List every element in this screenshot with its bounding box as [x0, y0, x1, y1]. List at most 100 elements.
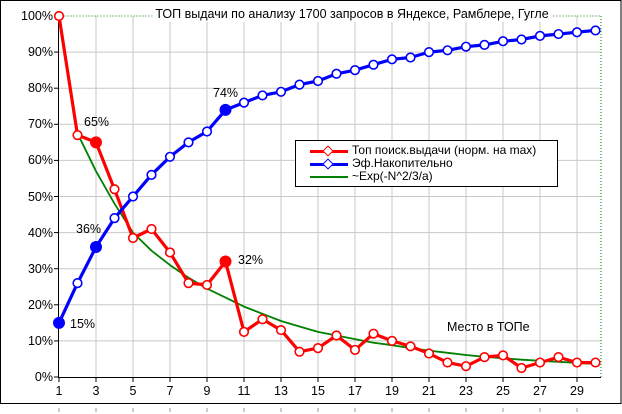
y-axis-label: 90% [27, 45, 53, 60]
x-axis-label: 19 [385, 384, 399, 398]
y-axis-label: 30% [27, 261, 53, 276]
legend: Топ поиск.выдачи (норм. на max) Эф.Накоп… [295, 140, 558, 187]
data-point [164, 247, 176, 258]
y-axis-label: 60% [27, 153, 53, 168]
data-point [331, 68, 342, 79]
legend-label: ~Exp(-N^2/3/a) [352, 169, 433, 183]
data-point [590, 357, 601, 368]
data-point [571, 357, 583, 368]
data-point [257, 314, 268, 325]
data-point [312, 75, 324, 87]
data-point [423, 46, 435, 58]
x-axis-label: 13 [274, 384, 288, 398]
annotation-label: 32% [238, 253, 264, 267]
x-axis-label: 15 [311, 384, 325, 398]
data-point [109, 184, 120, 195]
y-axis-label: 0% [34, 370, 53, 384]
x-axis-label: 17 [348, 384, 362, 398]
data-point [331, 330, 342, 341]
x-axis-label: 5 [129, 384, 137, 398]
y-axis-label: 10% [27, 333, 53, 348]
x-axis-label: 1 [55, 384, 63, 398]
data-point [479, 352, 490, 363]
y-axis-label: 100% [21, 9, 53, 23]
annotation-label: Место в ТОПе [447, 320, 530, 334]
x-axis-label: 23 [459, 384, 473, 398]
data-point [183, 278, 194, 289]
x-axis-label: 9 [203, 384, 211, 398]
legend-label: Топ поиск.выдачи (норм. на max) [352, 143, 537, 157]
data-point [386, 54, 398, 65]
y-axis-label: 70% [27, 117, 53, 132]
data-point [146, 223, 157, 235]
x-axis-label: 11 [237, 384, 251, 398]
data-point [72, 278, 83, 289]
data-point [534, 357, 546, 368]
data-point [349, 65, 361, 76]
y-axis-label: 50% [27, 189, 53, 204]
data-point [53, 10, 65, 22]
data-point [238, 326, 250, 337]
legend-label: Эф.Накопительно [352, 156, 453, 170]
series-line-0 [57, 14, 598, 370]
data-point [164, 151, 176, 162]
data-point [109, 213, 120, 224]
annotation-label: 36% [76, 222, 102, 236]
legend-item-exp-fit: ~Exp(-N^2/3/a) [308, 170, 557, 183]
data-point-emphasized [52, 316, 65, 329]
x-axis-label: 29 [570, 384, 584, 398]
data-point [368, 328, 379, 339]
red-line-diamond-marker-icon [308, 144, 352, 157]
data-point [127, 232, 139, 244]
data-point [497, 350, 509, 361]
data-point [553, 28, 564, 40]
chart-title: ТОП выдачи по анализу 1700 запросов в Ян… [152, 7, 552, 22]
blue-line-diamond-marker-icon [308, 157, 352, 170]
data-point [275, 86, 287, 97]
annotation-label: 15% [70, 317, 96, 331]
legend-item-top-search: Топ поиск.выдачи (норм. на max) [308, 144, 557, 157]
data-point [183, 137, 194, 148]
data-point [238, 97, 250, 108]
x-axis-label: 3 [92, 384, 100, 398]
x-axis-label: 25 [496, 384, 510, 398]
data-point [405, 341, 416, 352]
data-point [460, 361, 472, 372]
data-point-emphasized [219, 103, 232, 116]
data-point [516, 362, 527, 374]
data-point [497, 36, 509, 47]
data-point [294, 346, 305, 357]
x-axis-label: 7 [166, 384, 174, 398]
data-point [405, 52, 416, 63]
data-point [349, 344, 361, 356]
data-point [571, 27, 583, 38]
data-point [479, 39, 490, 50]
data-point [294, 79, 305, 90]
annotation-label: 65% [84, 115, 110, 129]
y-axis-label: 40% [27, 225, 53, 240]
data-point [534, 30, 546, 41]
data-point [590, 25, 601, 36]
data-point [553, 352, 564, 363]
data-point-emphasized [90, 241, 103, 254]
data-point [72, 130, 83, 141]
data-point [257, 90, 268, 101]
data-point [386, 335, 398, 347]
data-point-emphasized [90, 136, 103, 149]
data-point [516, 34, 527, 45]
data-point [275, 324, 287, 336]
data-point [146, 169, 157, 180]
data-point [368, 59, 379, 70]
annotation-label: 74% [213, 86, 239, 100]
data-point [442, 45, 453, 56]
data-point [127, 191, 139, 202]
green-line-icon [308, 171, 352, 183]
y-axis-label: 80% [27, 81, 53, 96]
data-point [460, 41, 472, 52]
data-point [201, 126, 213, 137]
y-axis-label: 20% [27, 297, 53, 312]
legend-item-cumulative: Эф.Накопительно [308, 157, 557, 170]
data-point [442, 357, 453, 368]
